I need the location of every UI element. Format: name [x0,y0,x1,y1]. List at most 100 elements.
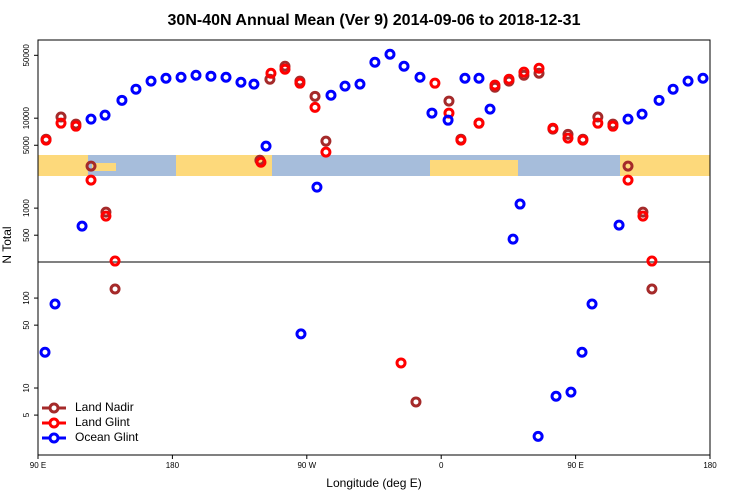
land-patch [620,155,710,176]
y-tick-label: 50000 [22,44,31,67]
point [442,114,454,126]
point [109,255,121,267]
chart-title: 30N-40N Annual Mean (Ver 9) 2014-09-06 t… [168,12,581,29]
map-band [38,155,710,176]
y-axis-label: N Total [0,226,14,263]
point [607,120,619,132]
point [414,71,426,83]
legend-label: Land Nadir [75,400,134,414]
y-tick-label: 500 [22,228,31,242]
land-patch [176,155,272,176]
point [577,134,589,146]
point [205,70,217,82]
point [586,298,598,310]
point [320,135,332,147]
point [190,69,202,81]
point [503,73,515,85]
point [637,210,649,222]
legend-marker [48,432,60,444]
point [116,94,128,106]
point [220,71,232,83]
point [55,111,67,123]
y-tick-label: 1000 [22,199,31,217]
point [646,283,658,295]
point [622,113,634,125]
point [653,94,665,106]
point [40,134,52,146]
point [85,160,97,172]
point [636,108,648,120]
point [325,89,337,101]
point [565,386,577,398]
point [622,160,634,172]
point [514,198,526,210]
point [145,75,157,87]
point [646,255,658,267]
point [279,63,291,75]
point [255,156,267,168]
point [76,220,88,232]
point [85,113,97,125]
point [473,117,485,129]
point [39,346,51,358]
point [622,174,634,186]
point [99,109,111,121]
legend-label: Land Glint [75,415,130,429]
point [265,67,277,79]
point [295,328,307,340]
point [130,83,142,95]
point [489,79,501,91]
point [235,76,247,88]
point [248,78,260,90]
point [398,60,410,72]
point [682,75,694,87]
point [70,120,82,132]
point [410,396,422,408]
land-patch [38,155,88,176]
point [507,233,519,245]
point [109,283,121,295]
legend-marker [48,417,60,429]
point [562,132,574,144]
land-patch [92,163,116,171]
y-tick-label: 10 [22,383,31,392]
point [264,73,276,85]
point [175,71,187,83]
x-tick-label: 90 E [567,461,583,470]
point [311,181,323,193]
land-patch [430,160,518,176]
plot-frame [37,39,711,456]
point [369,56,381,68]
point [429,77,441,89]
point [160,72,172,84]
point [484,103,496,115]
legend-label: Ocean Glint [75,430,139,444]
point [320,146,332,158]
x-tick-label: 90 W [297,461,316,470]
point [550,390,562,402]
point [384,48,396,60]
point [592,117,604,129]
x-tick-label: 180 [166,461,180,470]
point [100,210,112,222]
point [455,134,467,146]
y-tick-label: 100 [22,291,31,305]
x-tick-label: 0 [439,461,444,470]
point [395,357,407,369]
point [697,72,709,84]
point [637,206,649,218]
point [576,346,588,358]
point [100,206,112,218]
x-tick-label: 180 [703,461,717,470]
point [532,430,544,442]
point [85,174,97,186]
point [592,111,604,123]
point [613,219,625,231]
point [339,80,351,92]
point [459,72,471,84]
point [309,101,321,113]
x-tick-label: 90 E [30,461,46,470]
point [309,90,321,102]
point [443,95,455,107]
point [533,62,545,74]
